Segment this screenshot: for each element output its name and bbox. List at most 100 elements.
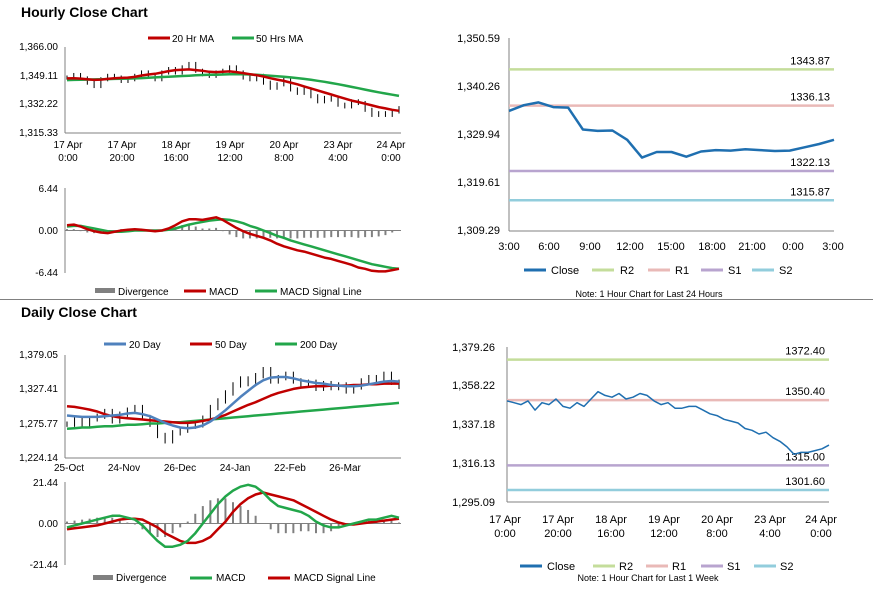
x-tick: 17 Apr: [489, 514, 521, 526]
hourly-levels-marks: 1343.87 1336.13 1322.13 1315.87: [508, 55, 835, 202]
y-tick: 1,379.26: [452, 342, 495, 354]
y-tick: 1,329.94: [457, 129, 500, 141]
hourly-price-plot: 1,366.00 1,349.11 1,332.22 1,315.33 17 A…: [19, 42, 406, 164]
y-tick: 1,337.18: [452, 419, 495, 431]
x-tick: 24 Apr: [805, 514, 837, 526]
y-tick: 1,295.09: [452, 497, 495, 509]
legend-divergence-swatch: [95, 288, 115, 293]
x-tick: 6:00: [538, 241, 559, 253]
x-tick: 25-Oct: [54, 463, 84, 474]
series-close: [506, 390, 830, 456]
daily-price-plot: 1,379.05 1,327.41 1,275.77 1,224.14 25-O…: [19, 350, 401, 474]
daily-note: Note: 1 Hour Chart for Last 1 Week: [578, 573, 719, 583]
x-tick: 26-Dec: [164, 463, 196, 474]
x-tick: 18:00: [698, 241, 726, 253]
x-tick: 16:00: [163, 153, 188, 164]
x-tick: 4:00: [328, 153, 348, 164]
legend-s1: S1: [728, 265, 741, 277]
x-tick: 20:00: [109, 153, 134, 164]
x-tick: 21:00: [738, 241, 766, 253]
y-tick: -6.44: [35, 268, 58, 279]
legend-macd: MACD: [209, 287, 238, 298]
x-tick: 26-Mar: [329, 463, 361, 474]
x-tick: 0:00: [494, 528, 515, 540]
series-macd-signal: [66, 491, 400, 545]
x-tick: 18 Apr: [595, 514, 627, 526]
daily-macd-plot: 21.44 0.00 -21.44: [30, 478, 401, 571]
legend-close: Close: [547, 561, 575, 573]
x-tick: 16:00: [597, 528, 625, 540]
legend-r1: R1: [672, 561, 686, 573]
y-tick: 0.00: [39, 519, 59, 530]
hourly-macd-legend: Divergence MACD MACD Signal Line: [95, 287, 362, 298]
x-tick: 15:00: [657, 241, 685, 253]
y-tick: 1,327.41: [19, 384, 58, 395]
daily-macd-legend: Divergence MACD MACD Signal Line: [93, 573, 376, 584]
hourly-levels-legend: Close R2 R1 S1 S2 Note: 1 Hour Chart for…: [524, 265, 792, 299]
legend-divergence: Divergence: [116, 573, 167, 584]
legend-50hrs-ma: 50 Hrs MA: [256, 34, 304, 45]
x-tick: 17 Apr: [54, 140, 84, 151]
x-tick: 19 Apr: [648, 514, 680, 526]
level-r1-label: 1336.13: [790, 92, 830, 104]
y-tick: 1,340.26: [457, 81, 500, 93]
y-tick: 6.44: [39, 184, 59, 195]
x-tick: 4:00: [759, 528, 780, 540]
x-tick: 23 Apr: [324, 140, 354, 151]
legend-signal: MACD Signal Line: [280, 287, 362, 298]
x-tick: 12:00: [616, 241, 644, 253]
legend-divergence: Divergence: [118, 287, 169, 298]
y-tick: 1,275.77: [19, 419, 58, 430]
x-tick: 8:00: [706, 528, 727, 540]
x-tick: 0:00: [381, 153, 401, 164]
legend-signal: MACD Signal Line: [294, 573, 376, 584]
x-tick: 23 Apr: [754, 514, 786, 526]
y-tick: 1,350.59: [457, 33, 500, 45]
x-tick: 12:00: [650, 528, 678, 540]
level-r2-label: 1372.40: [785, 346, 825, 358]
y-tick: 1,319.61: [457, 177, 500, 189]
x-tick: 20 Apr: [701, 514, 733, 526]
legend-r2: R2: [620, 265, 634, 277]
y-tick: 1,379.05: [19, 350, 58, 361]
hourly-title: Hourly Close Chart: [21, 4, 148, 20]
level-r1-label: 1350.40: [785, 386, 825, 398]
series-macd: [66, 483, 400, 548]
legend-macd: MACD: [216, 573, 245, 584]
legend-close: Close: [551, 265, 579, 277]
y-tick: -21.44: [30, 560, 59, 571]
y-tick: 1,316.13: [452, 458, 495, 470]
y-tick: 1,366.00: [19, 42, 58, 53]
x-tick: 9:00: [579, 241, 600, 253]
daily-price-marks: [66, 367, 400, 444]
x-tick: 24 Apr: [377, 140, 407, 151]
legend-s2: S2: [780, 561, 793, 573]
x-tick: 3:00: [498, 241, 519, 253]
legend-s2: S2: [779, 265, 792, 277]
y-tick: 1,332.22: [19, 99, 58, 110]
series-200day: [66, 401, 400, 431]
hourly-price-marks: [66, 61, 400, 117]
y-tick: 1,224.14: [19, 453, 58, 464]
x-tick: 20:00: [544, 528, 572, 540]
hourly-note: Note: 1 Hour Chart for Last 24 Hours: [575, 289, 723, 299]
series-20day: [66, 375, 400, 430]
series-close: [508, 101, 835, 159]
daily-price-legend: 20 Day 50 Day 200 Day: [104, 340, 337, 351]
series-macd-signal: [66, 218, 400, 271]
daily-levels-plot: 1,379.26 1,358.22 1,337.18 1,316.13 1,29…: [452, 342, 837, 540]
x-tick: 22-Feb: [274, 463, 306, 474]
hourly-macd-plot: 6.44 0.00 -6.44: [35, 184, 401, 279]
x-tick: 0:00: [58, 153, 78, 164]
x-tick: 0:00: [810, 528, 831, 540]
level-s1-label: 1322.13: [790, 157, 830, 169]
x-tick: 24-Nov: [108, 463, 140, 474]
series-macd: [66, 216, 400, 273]
legend-r2: R2: [619, 561, 633, 573]
x-tick: 24-Jan: [220, 463, 251, 474]
daily-macd-marks: [66, 483, 400, 548]
x-tick: 19 Apr: [216, 140, 246, 151]
x-tick: 12:00: [217, 153, 242, 164]
hourly-macd-marks: [66, 216, 400, 273]
